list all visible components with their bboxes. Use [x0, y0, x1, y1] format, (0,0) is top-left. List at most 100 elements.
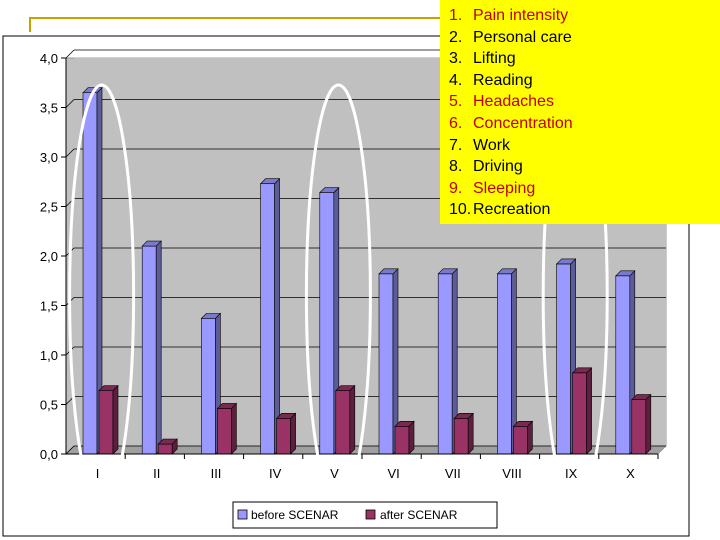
bar-top — [555, 258, 577, 265]
highlight-ellipse — [68, 83, 136, 507]
list-item-number: 1. — [449, 7, 463, 24]
list-item-text: Sleeping — [473, 179, 536, 197]
bar-top — [394, 420, 415, 427]
x-tick-label: X — [626, 466, 635, 481]
bar-front — [497, 273, 512, 455]
list-item-number: 6. — [449, 114, 463, 132]
bar-front — [335, 390, 351, 455]
bar-before — [82, 86, 103, 455]
bar-before — [378, 268, 399, 455]
bar-top — [200, 313, 222, 319]
y-tick-label: 3,5 — [40, 101, 58, 116]
list-item-text: Work — [473, 136, 511, 154]
bar-side — [231, 402, 237, 455]
bar-side — [467, 412, 474, 455]
legend-label-before: before SCENAR — [251, 508, 339, 522]
parameter-list: 1. Pain intensity 2. Personal care 3. Lifti… — [449, 5, 720, 221]
x-tick-label: III — [211, 466, 222, 481]
list-item-number: 9. — [449, 179, 463, 197]
bar-front — [556, 263, 571, 455]
bar-side — [408, 420, 415, 455]
bar-after — [631, 393, 652, 455]
bar-top — [216, 403, 238, 409]
bar-before — [141, 240, 162, 455]
bar-side — [274, 178, 280, 455]
legend-label-after: after SCENAR — [380, 508, 458, 522]
parameter-list-box: 1. Pain intensity 2. Personal care 3. Lifti… — [440, 0, 720, 224]
bar-top — [615, 270, 636, 277]
list-item: 9. Sleeping — [449, 178, 720, 200]
list-item-number: 5. — [449, 93, 463, 111]
legend-swatch-before — [237, 509, 248, 520]
bar-top — [512, 420, 534, 427]
bar-side — [155, 240, 162, 455]
y-tick-label: 3,0 — [40, 150, 58, 165]
gridline-diag — [65, 49, 75, 59]
bar-front — [572, 372, 587, 455]
bar-side — [527, 420, 533, 455]
bar-side — [349, 384, 356, 455]
bar-top — [335, 385, 356, 391]
list-item-number: 4. — [449, 71, 463, 89]
list-item-number: 2. — [449, 28, 463, 46]
bar-side — [586, 367, 592, 455]
gridline-diag — [65, 445, 75, 455]
list-item: 3. Lifting — [449, 48, 720, 70]
y-tick-labels: 0,0 0,5 1,0 1,5 2,0 2,5 3,0 3,5 4,0 — [40, 51, 58, 462]
list-item: 4. Reading — [449, 70, 720, 92]
x-tick-label: IX — [565, 466, 578, 481]
list-item-text: Driving — [473, 158, 523, 176]
bar-after — [216, 402, 238, 455]
y-tick-label: 0,5 — [40, 398, 58, 413]
bar-top — [141, 240, 162, 247]
bar-top — [98, 385, 119, 391]
bar-before — [319, 186, 340, 455]
y-tick-label: 0,0 — [40, 447, 58, 462]
bar-before — [555, 258, 577, 455]
bar-top — [378, 268, 399, 275]
axes — [61, 57, 659, 459]
bar-front — [437, 273, 453, 455]
bar-front — [276, 418, 291, 455]
bar-after — [571, 367, 593, 455]
bar-top — [631, 394, 652, 400]
bar-front — [394, 425, 410, 455]
bar-top — [453, 413, 474, 419]
bar-after — [394, 420, 415, 455]
gridline-diag — [65, 99, 75, 108]
list-item-text: Pain intensity — [473, 7, 569, 24]
list-item-text: Lifting — [473, 50, 516, 68]
bar-before — [496, 268, 518, 455]
list-item-text: Recreation — [473, 201, 551, 219]
bar-top — [496, 268, 518, 275]
list-item: 1. Pain intensity — [449, 5, 720, 27]
x-tick-label: VIII — [502, 466, 522, 481]
legend-swatch-after — [365, 509, 376, 520]
bar-top — [437, 268, 458, 275]
list-item-number: 10. — [449, 201, 472, 219]
list-item: 2. Personal care — [449, 27, 720, 49]
list-item: 10. Recreation — [449, 199, 720, 221]
list-item-text: Concentration — [473, 114, 573, 132]
legend-box — [232, 501, 498, 529]
bar-front — [631, 399, 647, 455]
bar-top — [157, 438, 178, 445]
bar-side — [112, 384, 119, 455]
list-item: 5. Headaches — [449, 91, 720, 113]
bar-front — [260, 183, 275, 455]
bar-after — [275, 412, 297, 455]
gridline-diag — [65, 148, 75, 158]
list-item-number: 8. — [449, 158, 463, 176]
x-tick-label: VII — [445, 466, 461, 481]
bar-front — [615, 275, 631, 455]
list-item-text: Personal care — [473, 28, 572, 46]
bar-top — [319, 187, 340, 193]
x-tick-label: V — [330, 466, 339, 481]
bar-front — [378, 273, 394, 455]
list-item: 8. Driving — [449, 156, 720, 178]
bar-front — [513, 425, 528, 455]
list-item-number: 7. — [449, 136, 463, 154]
bar-before — [259, 178, 281, 455]
x-tick-labels: I II III IV V VI VII VIII IX X — [96, 466, 635, 481]
list-item-text: Reading — [473, 71, 533, 89]
